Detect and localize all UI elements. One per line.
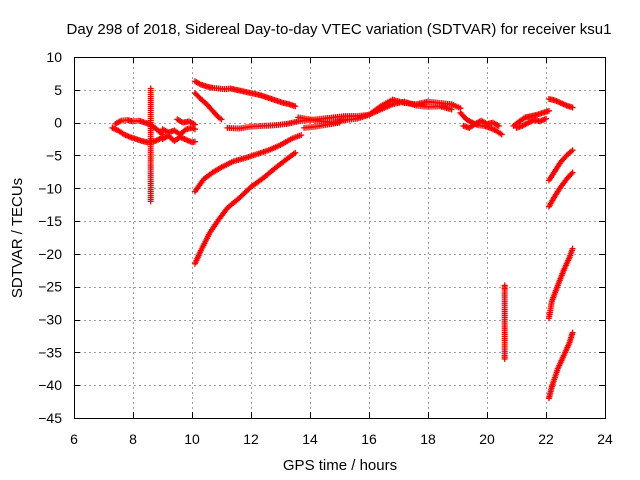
- y-tick-label: −35: [38, 344, 62, 360]
- series-arc-19: [191, 149, 299, 267]
- x-tick-label: 8: [129, 431, 137, 447]
- data-marks: [109, 78, 576, 402]
- y-tick-label: −20: [38, 246, 62, 262]
- series-arc-03: [147, 85, 154, 205]
- data-point: [336, 119, 343, 126]
- y-tick-labels: 10 5 0 −5 −10 −15 −20 −25 −30 −35 −40 −45: [38, 49, 62, 426]
- x-axis-label: GPS time / hours: [283, 457, 397, 474]
- data-point: [569, 329, 576, 336]
- y-tick-label: −10: [38, 180, 62, 196]
- y-tick-label: 10: [46, 49, 62, 65]
- series-arc-11: [301, 119, 343, 131]
- series-arc-17: [545, 96, 576, 111]
- x-tick-label: 24: [597, 431, 613, 447]
- y-axis-label: SDTVAR / TECUs: [9, 178, 26, 298]
- data-point: [498, 131, 505, 138]
- y-tick-label: 5: [54, 82, 62, 98]
- y-tick-label: −30: [38, 312, 62, 328]
- series-arc-09: [224, 96, 464, 132]
- series-arc-08: [191, 90, 225, 123]
- y-tick-label: −45: [38, 410, 62, 426]
- series-arc-05: [159, 132, 198, 146]
- series-arc-04: [159, 124, 198, 138]
- x-tick-label: 12: [243, 431, 259, 447]
- series-arc-23: [545, 329, 576, 402]
- y-tick-label: −25: [38, 279, 62, 295]
- data-point: [448, 106, 455, 113]
- series-arc-10: [295, 98, 455, 126]
- data-point: [218, 116, 225, 123]
- x-tick-label: 6: [70, 431, 78, 447]
- data-point: [569, 169, 576, 176]
- plot-frame: [74, 57, 606, 419]
- y-tick-label: −15: [38, 213, 62, 229]
- series-arc-07: [191, 78, 299, 110]
- data-point: [569, 147, 576, 154]
- data-point: [292, 103, 299, 110]
- series-arc-06: [174, 116, 198, 128]
- data-point: [147, 198, 154, 205]
- x-tick-label: 14: [302, 431, 318, 447]
- chart-title: Day 298 of 2018, Sidereal Day-to-day VTE…: [67, 21, 612, 38]
- x-tick-label: 10: [184, 431, 200, 447]
- series-arc-13: [460, 117, 502, 131]
- data-point: [191, 121, 198, 128]
- data-point: [569, 104, 576, 111]
- series-arc-14: [501, 282, 508, 362]
- x-tick-labels: 6 8 10 12 14 16 18 20 22 24: [70, 431, 613, 447]
- data-point: [501, 355, 508, 362]
- axis-ticks: [74, 57, 606, 419]
- data-point: [543, 115, 549, 122]
- series-arc-22: [545, 245, 576, 322]
- y-tick-label: −5: [46, 147, 62, 163]
- y-tick-label: 0: [54, 115, 62, 131]
- data-point: [568, 170, 575, 177]
- data-point: [569, 245, 576, 252]
- x-tick-label: 20: [479, 431, 495, 447]
- x-tick-label: 22: [538, 431, 554, 447]
- y-tick-label: −40: [38, 377, 62, 393]
- series-arc-02: [112, 117, 166, 138]
- data-point: [191, 138, 198, 145]
- x-tick-label: 18: [420, 431, 436, 447]
- series-arc-15: [510, 107, 552, 129]
- data-point: [298, 132, 305, 139]
- data-point: [545, 107, 552, 114]
- series-arc-16: [513, 115, 549, 131]
- x-tick-label: 16: [361, 431, 377, 447]
- series-arc-20: [545, 147, 576, 184]
- grid-lines: [74, 57, 605, 418]
- series-arc-18: [191, 132, 305, 195]
- data-point: [292, 149, 299, 156]
- data-point: [495, 122, 502, 129]
- series-arc-21: [545, 169, 576, 210]
